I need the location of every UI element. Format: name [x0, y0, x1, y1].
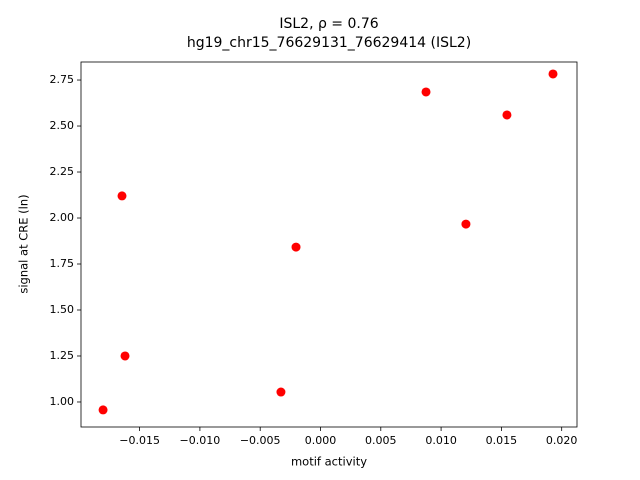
x-tick-label: 0.010 [425, 434, 457, 447]
point [276, 387, 286, 397]
y-tick-label: 2.25 [50, 165, 75, 178]
plot-frame [80, 61, 578, 428]
x-axis-label: motif activity [291, 455, 367, 469]
y-tick-label: 2.00 [50, 211, 75, 224]
x-tick-label: −0.010 [180, 434, 221, 447]
point [548, 69, 558, 79]
chart-subtitle: hg19_chr15_76629131_76629414 (ISL2) [187, 35, 471, 51]
y-axis-label: signal at CRE (ln) [17, 194, 31, 293]
point [291, 242, 301, 252]
x-tick-label: 0.015 [486, 434, 518, 447]
x-tick-label: 0.020 [546, 434, 578, 447]
y-tick-label: 1.25 [50, 349, 75, 362]
x-tick-label: −0.005 [240, 434, 281, 447]
point [98, 405, 108, 415]
point [461, 219, 471, 229]
x-tick-label: 0.000 [305, 434, 337, 447]
point [120, 351, 130, 361]
point [421, 87, 431, 97]
chart-title: ISL2, ρ = 0.76 [279, 16, 378, 32]
y-tick-label: 1.75 [50, 257, 75, 270]
y-tick-label: 2.75 [50, 73, 75, 86]
x-tick-label: 0.005 [365, 434, 397, 447]
point [502, 110, 512, 120]
y-tick-label: 1.50 [50, 303, 75, 316]
y-tick-label: 1.00 [50, 395, 75, 408]
y-tick-label: 2.50 [50, 119, 75, 132]
point [117, 191, 127, 201]
x-tick-label: −0.015 [119, 434, 160, 447]
